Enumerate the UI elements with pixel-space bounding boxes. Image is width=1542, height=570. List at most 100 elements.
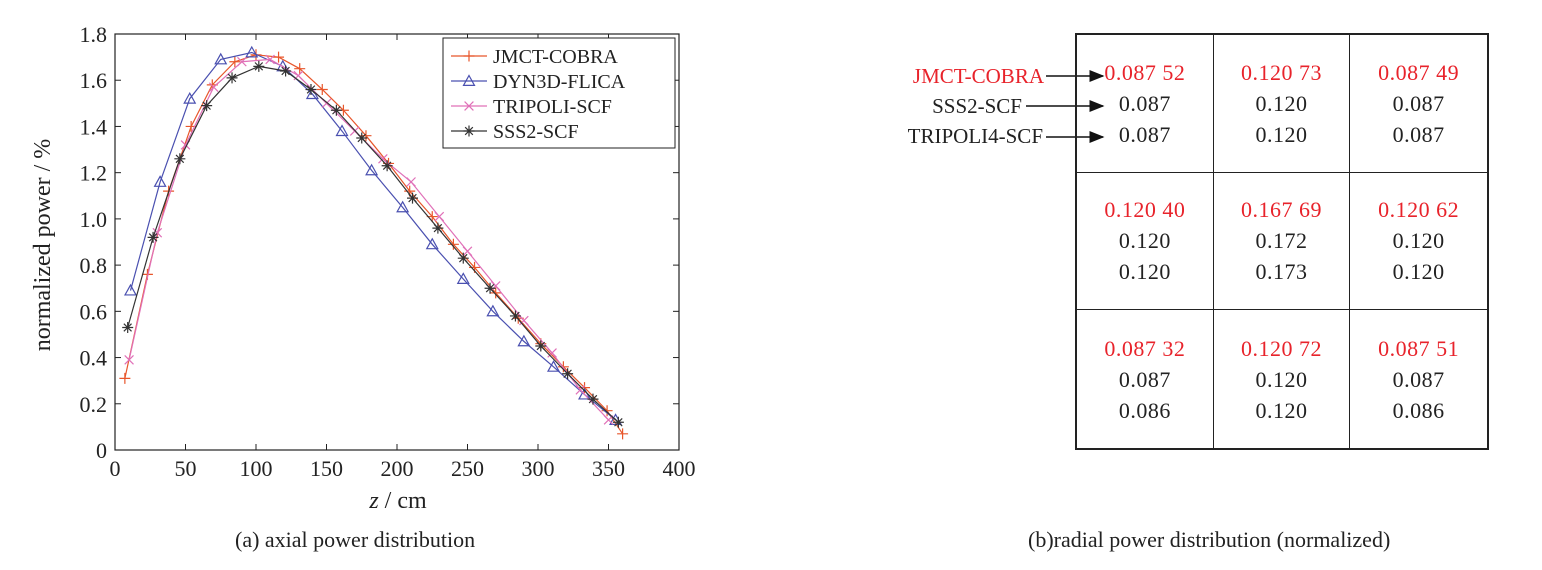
caption-axial: (a) axial power distribution [235,527,476,552]
data-point [123,283,138,296]
cell-value-jmct-cobra: 0.087 49 [1378,59,1460,85]
x-tick-label: 50 [175,456,197,481]
cell-value-sss2-scf: 0.087 [1392,90,1445,116]
data-point [425,237,439,250]
data-point [432,222,444,234]
data-point [208,82,219,92]
x-axis-unit: / cm [379,488,427,514]
legend-marker [463,50,475,62]
data-point [396,200,410,213]
data-point [456,272,470,284]
data-point [226,72,238,84]
data-point [407,192,419,204]
cell-value-tripoli4-scf: 0.086 [1392,397,1445,423]
data-point [201,100,213,112]
data-point [547,348,557,358]
x-tick-label: 300 [522,456,555,481]
data-point [280,65,292,77]
data-point [490,281,501,291]
legend: JMCT-COBRA DYN3D-FLICA TRIPOLI-SCF SSS2-SCF [442,37,676,149]
y-axis-label: normalized power / % [30,139,56,352]
y-tick-label: 1.0 [80,207,108,232]
x-axis-variable: z [368,488,379,514]
cell-value-jmct-cobra: 0.167 69 [1240,197,1322,223]
x-tick-label: 400 [663,456,696,481]
x-tick-label: 250 [451,456,484,481]
cell-value-sss2-scf: 0.120 [1392,228,1445,254]
data-point [519,315,529,326]
legend-marker [463,125,475,137]
cell-value-tripoli4-scf: 0.120 [1255,121,1308,147]
grid-cell: 0.087 51 0.087 0.086 [1350,310,1487,448]
legend-label: JMCT-COBRA [493,46,618,68]
data-point [119,372,131,384]
data-point [122,322,134,334]
cell-value-sss2-scf: 0.172 [1255,228,1308,254]
data-point [316,83,328,95]
grid-cell: 0.087 49 0.087 0.087 [1350,35,1487,173]
grid-cell: 0.087 52 0.087 0.087 [1077,35,1214,173]
data-point [265,54,275,65]
y-tick-label: 1.6 [80,68,108,93]
x-tick-label: 100 [240,456,273,481]
data-point [378,153,388,164]
cell-value-tripoli4-scf: 0.086 [1118,397,1171,423]
y-tick-label: 1.8 [80,22,108,47]
y-tick-label: 0.4 [80,346,108,371]
data-point [490,287,502,299]
cell-value-sss2-scf: 0.120 [1255,90,1308,116]
cell-value-jmct-cobra: 0.120 72 [1240,335,1322,361]
cell-value-tripoli4-scf: 0.120 [1118,259,1171,285]
row-label-jmct-cobra: JMCT-COBRA [912,64,1044,88]
cell-value-sss2-scf: 0.120 [1255,366,1308,392]
legend-label: DYN3D-FLICA [493,71,626,93]
data-point [462,246,473,257]
axial-power-chart: 0 50 100 150 200 250 300 350 400 0 0.2 0.4 0.6 0.8 1.0… [30,22,696,514]
grid-cell: 0.087 32 0.087 0.086 [1077,310,1214,448]
data-point [229,56,241,68]
x-tick-label: 200 [381,456,414,481]
cell-value-tripoli4-scf: 0.120 [1392,259,1445,285]
x-tick-label: 350 [592,456,625,481]
legend-label: SSS2-SCF [493,121,579,143]
cell-value-jmct-cobra: 0.120 73 [1240,59,1322,85]
caption-radial: (b)radial power distribution (normalized… [1028,527,1391,552]
data-point [486,304,500,317]
data-point [509,310,521,322]
y-tick-label: 1.2 [80,161,108,186]
data-point [546,360,561,372]
data-point [587,393,599,405]
data-point [562,368,574,380]
series-line [127,65,619,423]
cell-value-jmct-cobra: 0.120 62 [1378,197,1460,223]
data-point [245,45,259,58]
legend-marker [464,101,474,111]
y-tick-label: 0.2 [80,392,108,417]
series-sss2-scf [122,60,624,428]
cell-value-jmct-cobra: 0.120 40 [1104,197,1186,223]
data-point [484,282,496,294]
cell-value-jmct-cobra: 0.087 52 [1104,59,1186,85]
x-axis-label: z / cm [368,488,427,514]
y-tick-label: 0.6 [80,299,108,324]
grid-cell: 0.167 69 0.172 0.173 [1213,172,1351,311]
data-point [617,428,629,440]
data-point [447,238,459,250]
cell-value-sss2-scf: 0.087 [1392,366,1445,392]
data-point [183,91,197,104]
radial-power-grid: 0.087 52 0.087 0.087 0.120 73 0.120 0.120 0.08… [1075,33,1489,450]
data-point [305,83,317,95]
cell-value-jmct-cobra: 0.087 51 [1378,335,1460,361]
series-line [129,51,616,421]
data-point [381,160,393,172]
grid-cell: 0.120 40 0.120 0.120 [1077,172,1214,311]
data-point [237,56,247,67]
axes: 0 50 100 150 200 250 300 350 400 0 0.2 0.4 0.6 0.8 1.0… [80,22,696,481]
grid-cell: 0.120 62 0.120 0.120 [1350,173,1487,311]
data-point [294,63,306,75]
row-label-tripoli4-scf: TRIPOLI4-SCF [907,124,1043,148]
data-point [174,153,186,165]
data-point [575,385,586,395]
data-point [147,231,159,243]
y-tick-label: 1.4 [80,114,108,139]
